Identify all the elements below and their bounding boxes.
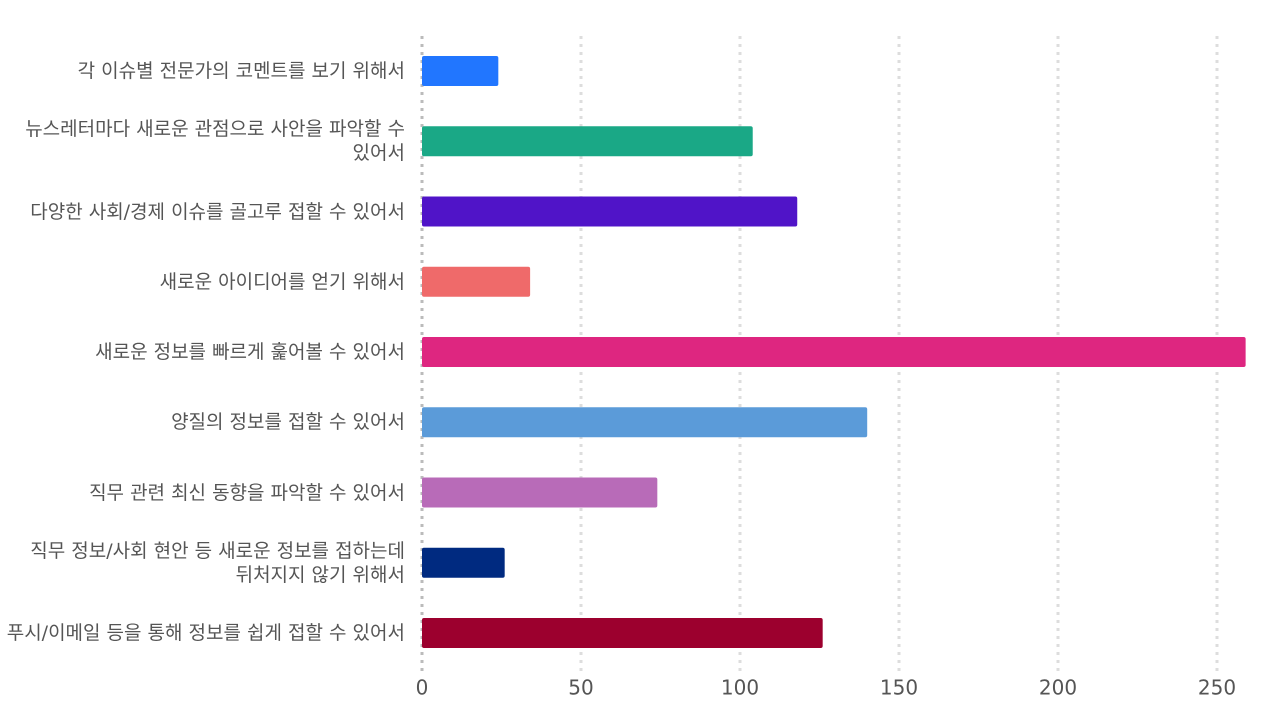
bar <box>422 618 823 648</box>
x-tick-label: 250 <box>1198 676 1236 700</box>
x-tick-label: 50 <box>568 676 593 700</box>
x-tick-label: 0 <box>416 676 429 700</box>
x-tick-label: 100 <box>721 676 759 700</box>
x-tick-label: 150 <box>880 676 918 700</box>
bar <box>422 196 798 227</box>
y-tick-label: 각 이슈별 전문가의 코멘트를 보기 위해서 <box>77 60 405 82</box>
bar <box>422 547 505 578</box>
y-tick-label: 다양한 사회/경제 이슈를 골고루 접할 수 있어서 <box>30 200 405 223</box>
y-tick-label: 새로운 아이디어를 얻기 위해서 <box>159 270 405 293</box>
y-tick-label: 새로운 정보를 빠르게 훑어볼 수 있어서 <box>95 341 405 363</box>
bar <box>422 56 499 86</box>
y-tick-label: 직무 관련 최신 동향을 파악할 수 있어서 <box>89 481 405 504</box>
y-tick-label: 푸시/이메일 등을 통해 정보를 쉽게 접할 수 있어서 <box>6 622 405 644</box>
x-tick-label: 200 <box>1039 676 1077 700</box>
y-tick-label: 뉴스레터마다 새로운 관점으로 사안을 파악할 수 있어서 <box>25 118 405 165</box>
bar <box>422 337 1246 367</box>
bar <box>422 126 753 157</box>
bar <box>422 407 868 438</box>
bar <box>422 266 531 297</box>
y-tick-label: 양질의 정보를 접할 수 있어서 <box>171 411 405 434</box>
y-tick-label: 직무 정보/사회 현안 등 새로운 정보를 접하는데 뒤처지지 않기 위해서 <box>30 539 405 586</box>
bar <box>422 477 658 508</box>
